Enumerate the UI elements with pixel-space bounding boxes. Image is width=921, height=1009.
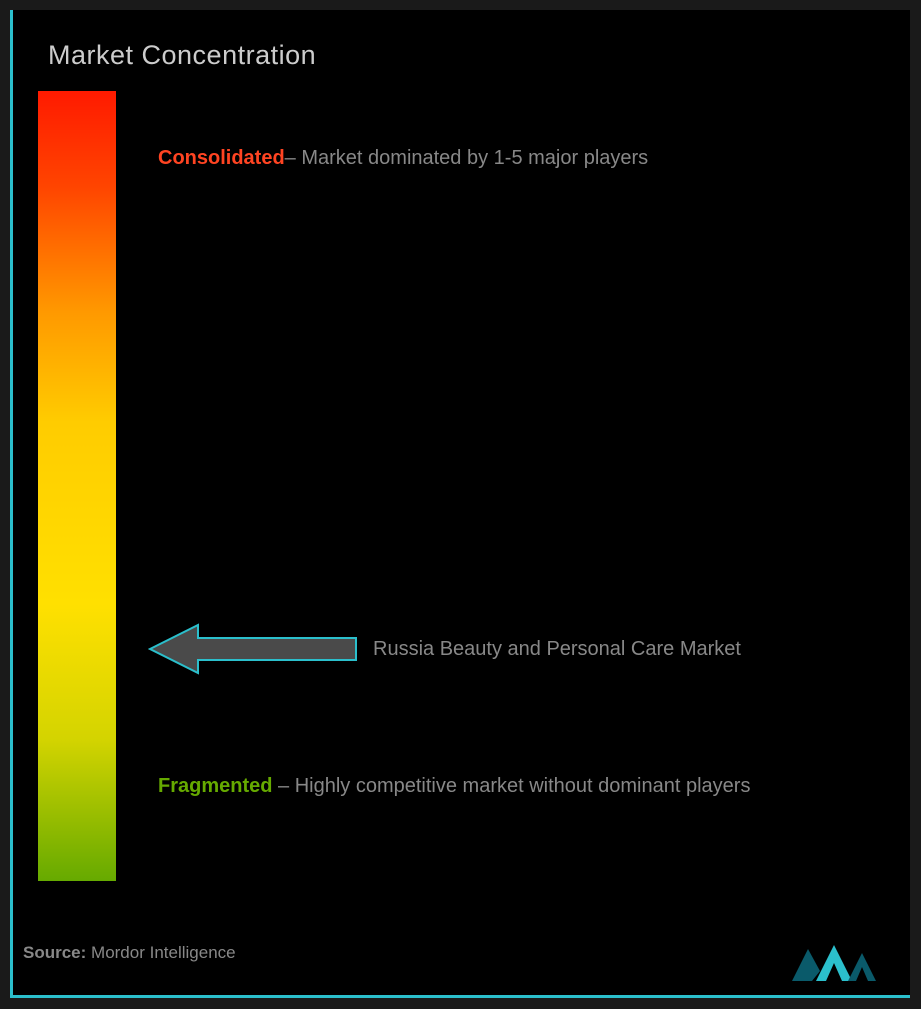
market-name: Russia Beauty and Personal Care Market [373,635,741,663]
arrow-left-icon [148,621,358,677]
source-line: Source: Mordor Intelligence [23,943,236,963]
footer: Source: Mordor Intelligence [13,925,910,995]
consolidated-label: Consolidated– Market dominated by 1-5 ma… [158,143,870,173]
mordor-logo-icon [790,943,880,983]
chart-title: Market Concentration [13,10,910,91]
source-label: Source: [23,943,91,962]
main-area: Consolidated– Market dominated by 1-5 ma… [13,91,910,925]
market-pointer: Russia Beauty and Personal Care Market [148,621,741,677]
consolidated-keyword: Consolidated [158,147,285,169]
fragmented-keyword: Fragmented [158,775,272,797]
infographic-container: Market Concentration Consolidated– Marke… [10,10,910,998]
fragmented-description: – Highly competitive market without domi… [272,775,750,797]
consolidated-description: – Market dominated by 1-5 major players [285,147,649,169]
fragmented-label: Fragmented – Highly competitive market w… [158,766,870,806]
concentration-gradient-bar [38,91,116,881]
source-name: Mordor Intelligence [91,943,236,962]
